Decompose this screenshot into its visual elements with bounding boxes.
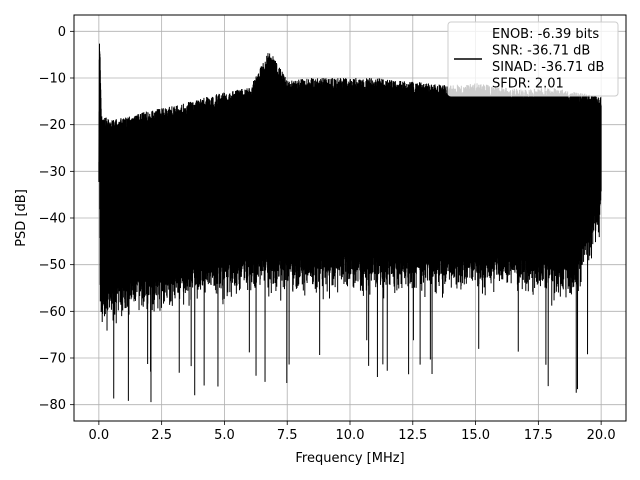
- y-axis-ticks: 0 −10 −20 −30 −40 −50 −60 −70 −80: [39, 25, 74, 413]
- x-tick-label: 7.5: [277, 428, 298, 443]
- legend-line: SFDR: 2.01: [492, 77, 564, 92]
- x-tick-label: 10.0: [336, 428, 365, 443]
- x-tick-label: 15.0: [461, 428, 490, 443]
- x-tick-label: 0.0: [89, 428, 110, 443]
- legend-box: [447, 21, 619, 97]
- y-axis-label: PSD [dB]: [14, 189, 29, 247]
- y-tick-label: −20: [39, 118, 66, 133]
- y-tick-label: −10: [39, 72, 66, 87]
- y-tick-label: −30: [39, 165, 66, 180]
- x-tick-label: 5.0: [214, 428, 235, 443]
- psd-trace: [98, 43, 602, 403]
- y-tick-label: 0: [58, 25, 66, 40]
- legend-line: ENOB: -6.39 bits: [492, 27, 599, 42]
- y-tick-label: −60: [39, 305, 66, 320]
- y-tick-label: −70: [39, 352, 66, 367]
- x-tick-label: 17.5: [524, 428, 553, 443]
- x-tick-label: 12.5: [398, 428, 427, 443]
- x-tick-label: 20.0: [587, 428, 616, 443]
- x-axis-ticks: 0.0 2.5 5.0 7.5 10.0 12.5 15.0 17.5 20.0: [89, 421, 616, 443]
- x-tick-label: 2.5: [151, 428, 172, 443]
- x-axis-label: Frequency [MHz]: [295, 451, 404, 466]
- legend-line: SINAD: -36.71 dB: [492, 60, 604, 75]
- y-tick-label: −80: [39, 398, 66, 413]
- psd-series: [98, 43, 602, 403]
- y-tick-label: −50: [39, 258, 66, 273]
- legend-line: SNR: -36.71 dB: [492, 44, 590, 59]
- y-tick-label: −40: [39, 212, 66, 227]
